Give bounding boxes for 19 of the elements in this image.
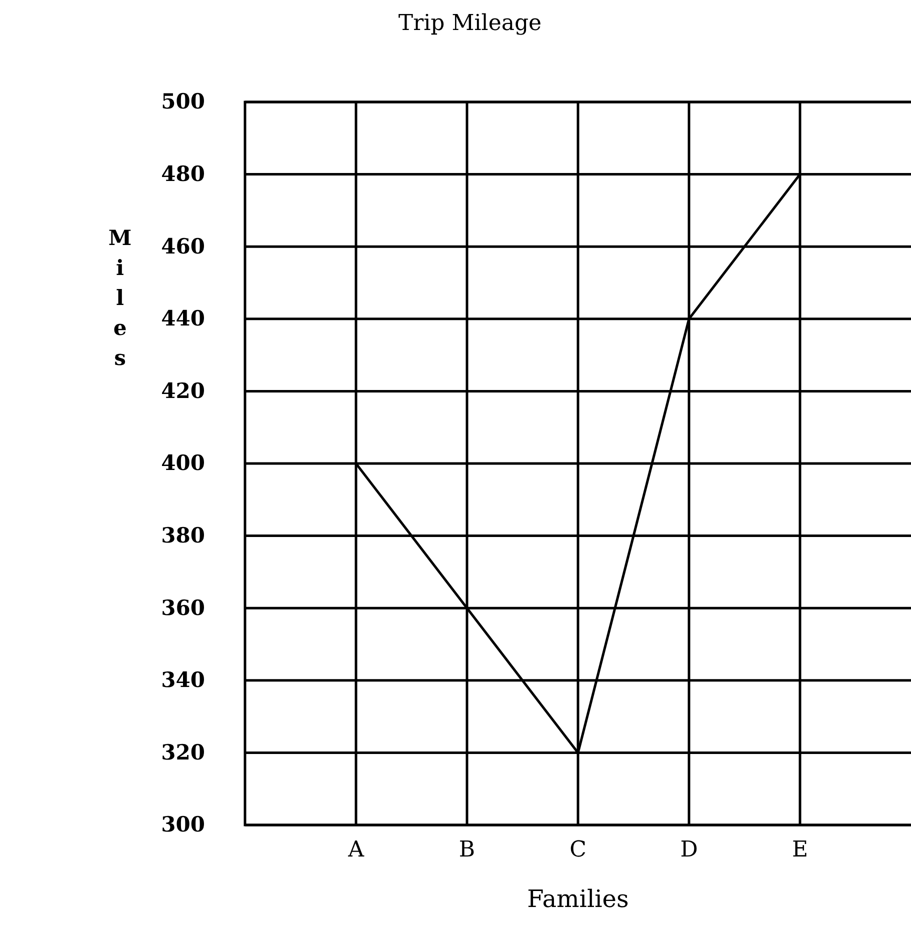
x-tick-label: B xyxy=(458,838,476,863)
y-tick-label: 480 xyxy=(161,161,205,186)
x-tick-label: C xyxy=(570,838,586,863)
y-tick-label: 300 xyxy=(161,812,205,837)
chart-title: Trip Mileage xyxy=(398,11,542,36)
y-tick-label: 320 xyxy=(161,739,205,764)
x-tick-label: A xyxy=(347,838,366,863)
y-tick-label: 500 xyxy=(161,88,205,114)
y-tick-label: 420 xyxy=(161,378,205,403)
y-tick-label: 440 xyxy=(161,306,205,331)
x-axis-title: Families xyxy=(527,885,629,913)
y-tick-label: 460 xyxy=(161,233,205,258)
x-tick-label: E xyxy=(792,838,808,863)
x-tick-label: D xyxy=(680,838,698,863)
y-tick-label: 340 xyxy=(161,667,205,692)
y-axis-title: Miles xyxy=(108,225,132,370)
y-tick-label: 400 xyxy=(161,450,205,476)
y-tick-label: 360 xyxy=(161,594,205,620)
y-tick-label: 380 xyxy=(161,522,205,548)
